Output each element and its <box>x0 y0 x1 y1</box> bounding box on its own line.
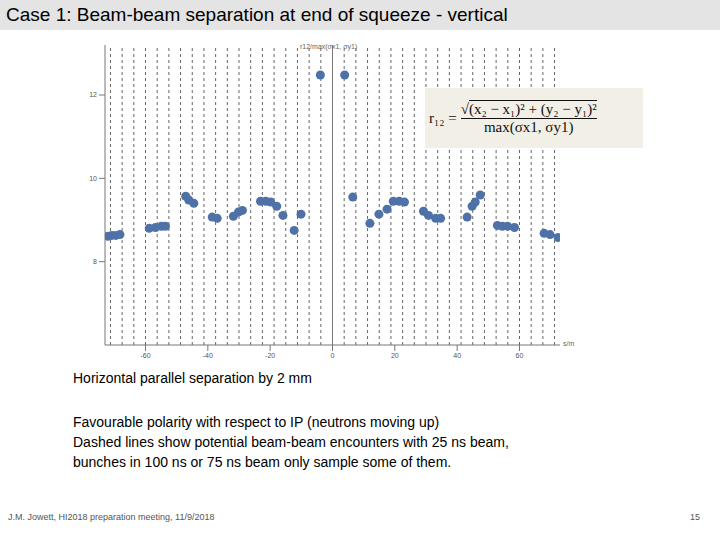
svg-text:-40: -40 <box>203 352 213 359</box>
html-text:J.M. Jowett, HI2018 preparatio: J.M. Jowett, HI2018 preparation meeting,… <box>8 512 215 522</box>
svg-text:40: 40 <box>453 352 461 359</box>
html-text:r12/max(σx1, σy1): r12/max(σx1, σy1) <box>300 43 358 50</box>
svg-text:-60: -60 <box>140 352 150 359</box>
html-text:max(σx1, σy1): max(σx1, σy1) <box>483 118 574 135</box>
svg-text:10: 10 <box>89 175 97 182</box>
svg-text:-20: -20 <box>265 352 275 359</box>
html-text:√ (x₂ − x₁)² + (y₂ − y₁)²: √ (x₂ − x₁)² + (y₂ − y₁)² <box>460 100 597 117</box>
html-text:r₁₂ =: r₁₂ = <box>429 109 457 126</box>
html-text:15: 15 <box>690 512 700 522</box>
html-text:Horizontal parallel separation: Horizontal parallel separation by 2 mm <box>73 370 312 386</box>
html-text:Favourable polarity with respe: Favourable polarity with respect to IP (… <box>73 414 440 430</box>
html-text:s/m: s/m <box>563 340 575 347</box>
svg-text:20: 20 <box>391 352 399 359</box>
html-text:Case 1: Beam-beam separation a: Case 1: Beam-beam separation at end of s… <box>6 4 508 25</box>
svg-text:0: 0 <box>331 352 335 359</box>
svg-text:8: 8 <box>93 258 97 265</box>
svg-text:12: 12 <box>89 91 97 98</box>
svg-text:60: 60 <box>516 352 524 359</box>
html-text:bunches in 100 ns or 75 ns bea: bunches in 100 ns or 75 ns beam only sam… <box>73 454 452 470</box>
html-text:Dashed lines show potential be: Dashed lines show potential beam-beam en… <box>73 434 509 450</box>
